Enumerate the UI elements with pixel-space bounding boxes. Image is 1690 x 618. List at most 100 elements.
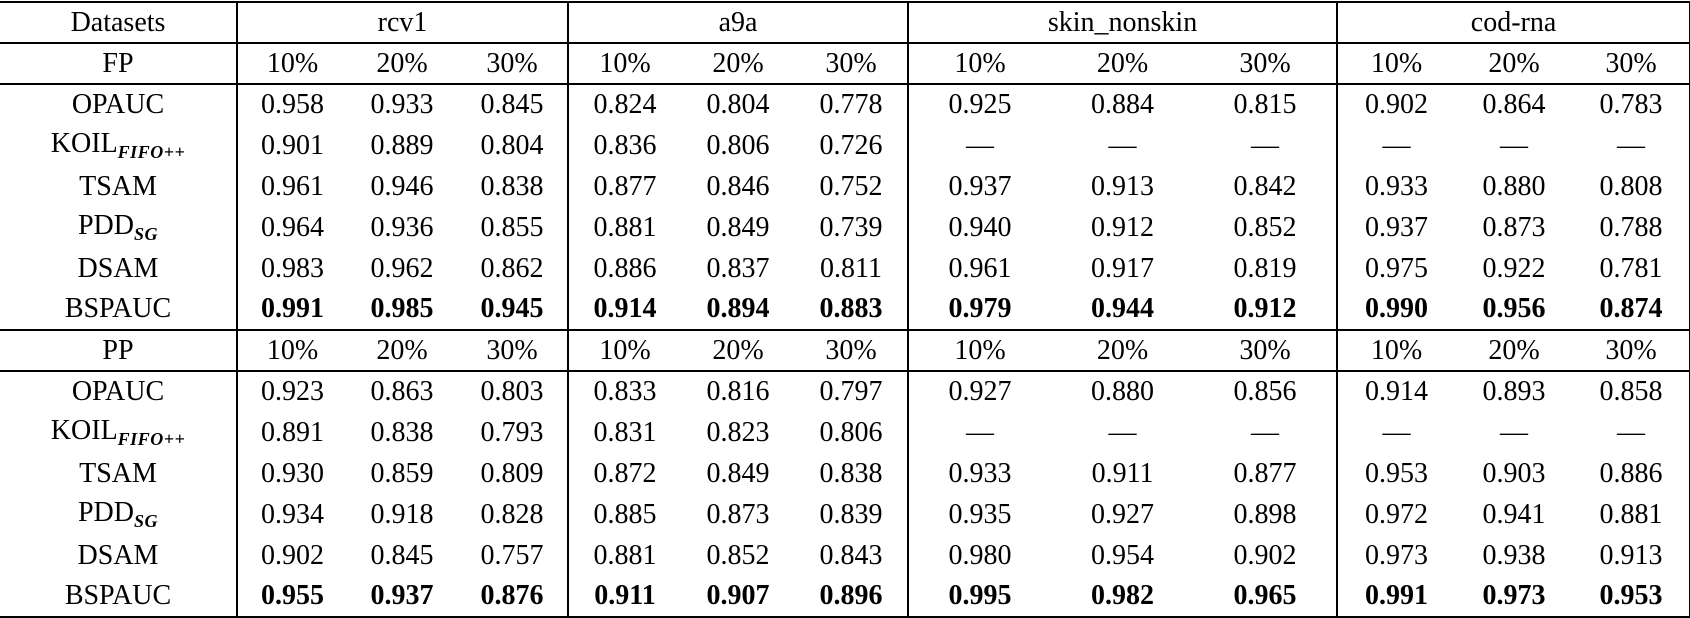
value-cell: 0.958 <box>236 84 347 125</box>
dataset-header-cod-rna: cod-rna <box>1336 2 1690 44</box>
value-cell: 0.806 <box>706 129 770 161</box>
value-cell: 0.881 <box>1599 498 1663 530</box>
ratio-header-a9a-30%: 30% <box>795 330 909 372</box>
method-label-PDD: PDDSG <box>0 494 237 535</box>
value-cell: 0.911 <box>1091 457 1154 489</box>
value-cell: — <box>907 125 1052 166</box>
ratio-header-skin_nonskin-30%: 30% <box>1194 330 1338 372</box>
value-cell: 0.953 <box>1336 453 1456 494</box>
value-cell: 0.845 <box>480 89 544 121</box>
value-cell: 0.934 <box>236 494 347 535</box>
table-body: FP 10% 20% 30% 10% 20% 30% 10% 20% 30% 10% 20% 30% OP… <box>0 43 1690 617</box>
method-label-BSPAUC: BSPAUC <box>0 289 237 331</box>
section-header-row-FP: FP 10% 20% 30% 10% 20% 30% 10% 20% 30% 10% 20% 30% <box>0 43 1690 85</box>
value-cell: 0.819 <box>1233 252 1297 284</box>
method-name: BSPAUC <box>64 293 172 325</box>
ratio-header-rcv1-20%: 20% <box>347 43 457 85</box>
value-cell: 0.874 <box>1573 289 1690 331</box>
ratio-header-cod-rna-10%: 10% <box>1336 330 1456 372</box>
ratio-header-cod-rna-10%: 10% <box>1336 43 1456 85</box>
table-row-PP-OPAUC: OPAUC 0.923 0.863 0.803 0.833 0.816 0.797 0.927… <box>0 371 1690 412</box>
value-cell: 0.877 <box>567 166 682 207</box>
value-cell: 0.923 <box>236 371 347 412</box>
value-cell: 0.852 <box>1233 211 1297 243</box>
value-cell: 0.944 <box>1051 289 1195 331</box>
value-cell: — <box>1617 416 1646 448</box>
value-cell: 0.831 <box>567 412 682 453</box>
method-label-TSAM: TSAM <box>0 453 237 494</box>
value-cell: 0.973 <box>1336 535 1456 576</box>
value-cell: 0.797 <box>819 376 883 408</box>
section-label-FP: FP <box>0 43 237 85</box>
value-cell: 0.885 <box>567 494 682 535</box>
dataset-header-rcv1: rcv1 <box>235 2 569 44</box>
value-cell: 0.985 <box>347 289 457 331</box>
ratio-header-skin_nonskin-20%: 20% <box>1051 43 1195 85</box>
ratio-header-cod-rna-20%: 20% <box>1455 43 1574 85</box>
method-label-OPAUC: OPAUC <box>0 84 237 125</box>
value-cell: 0.902 <box>236 535 347 576</box>
value-cell: 0.973 <box>1482 580 1546 612</box>
value-cell: 0.824 <box>567 84 682 125</box>
value-cell: 0.877 <box>1233 457 1297 489</box>
value-cell: 0.793 <box>480 416 544 448</box>
value-cell: — <box>1336 412 1456 453</box>
method-name: DSAM <box>77 252 159 284</box>
method-label-OPAUC: OPAUC <box>0 371 237 412</box>
ratio-header-a9a-10%: 10% <box>567 330 682 372</box>
value-cell: 0.884 <box>1091 89 1155 121</box>
value-cell: 0.838 <box>480 170 544 202</box>
value-cell: 0.961 <box>907 248 1052 289</box>
dataset-header-a9a: a9a <box>567 2 909 44</box>
value-cell: 0.809 <box>480 457 544 489</box>
method-label-KOIL: KOILFIFO++ <box>0 412 237 453</box>
value-cell: 0.891 <box>236 412 347 453</box>
value-cell: 0.896 <box>819 580 883 612</box>
value-cell: — <box>1108 416 1137 448</box>
ratio-header-skin_nonskin-10%: 10% <box>907 330 1052 372</box>
value-cell: 0.883 <box>795 289 909 331</box>
value-cell: 0.873 <box>1482 211 1546 243</box>
ratio-header-skin_nonskin-10%: 10% <box>907 43 1052 85</box>
value-cell: 0.982 <box>1091 580 1155 612</box>
value-cell: 0.852 <box>706 539 770 571</box>
value-cell: 0.937 <box>370 580 434 612</box>
method-label-DSAM: DSAM <box>0 248 237 289</box>
value-cell: 0.991 <box>1336 576 1456 617</box>
value-cell: 0.933 <box>370 89 434 121</box>
value-cell: — <box>1500 129 1529 161</box>
value-cell: 0.927 <box>1091 498 1155 530</box>
value-cell: 0.991 <box>236 289 347 331</box>
value-cell: 0.836 <box>567 125 682 166</box>
value-cell: 0.806 <box>819 416 883 448</box>
method-name: DSAM <box>77 539 159 571</box>
ratio-header-rcv1-30%: 30% <box>457 43 569 85</box>
value-cell: 0.911 <box>567 576 682 617</box>
value-cell: 0.788 <box>1599 211 1663 243</box>
datasets-header-label: Datasets <box>0 2 237 44</box>
value-cell: 0.858 <box>1599 376 1663 408</box>
method-label-TSAM: TSAM <box>0 166 237 207</box>
value-cell: 0.849 <box>706 211 770 243</box>
value-cell: 0.975 <box>1336 248 1456 289</box>
method-subscript: SG <box>134 511 159 532</box>
value-cell: 0.914 <box>567 289 682 331</box>
ratio-header-a9a-20%: 20% <box>681 43 796 85</box>
value-cell: 0.862 <box>480 252 544 284</box>
value-cell: 0.816 <box>706 376 770 408</box>
value-cell: 0.930 <box>236 453 347 494</box>
value-cell: 0.945 <box>457 289 569 331</box>
value-cell: 0.726 <box>819 129 883 161</box>
value-cell: 0.962 <box>370 252 434 284</box>
method-name: OPAUC <box>71 376 165 408</box>
value-cell: 0.838 <box>819 457 883 489</box>
value-cell: 0.881 <box>567 535 682 576</box>
value-cell: 0.815 <box>1233 89 1297 121</box>
value-cell: 0.837 <box>706 252 770 284</box>
value-cell: 0.954 <box>1091 539 1155 571</box>
value-cell: 0.808 <box>1599 170 1663 202</box>
value-cell: 0.828 <box>480 498 544 530</box>
value-cell: 0.990 <box>1336 289 1456 331</box>
method-label-PDD: PDDSG <box>0 207 237 248</box>
ratio-header-a9a-20%: 20% <box>681 330 796 372</box>
